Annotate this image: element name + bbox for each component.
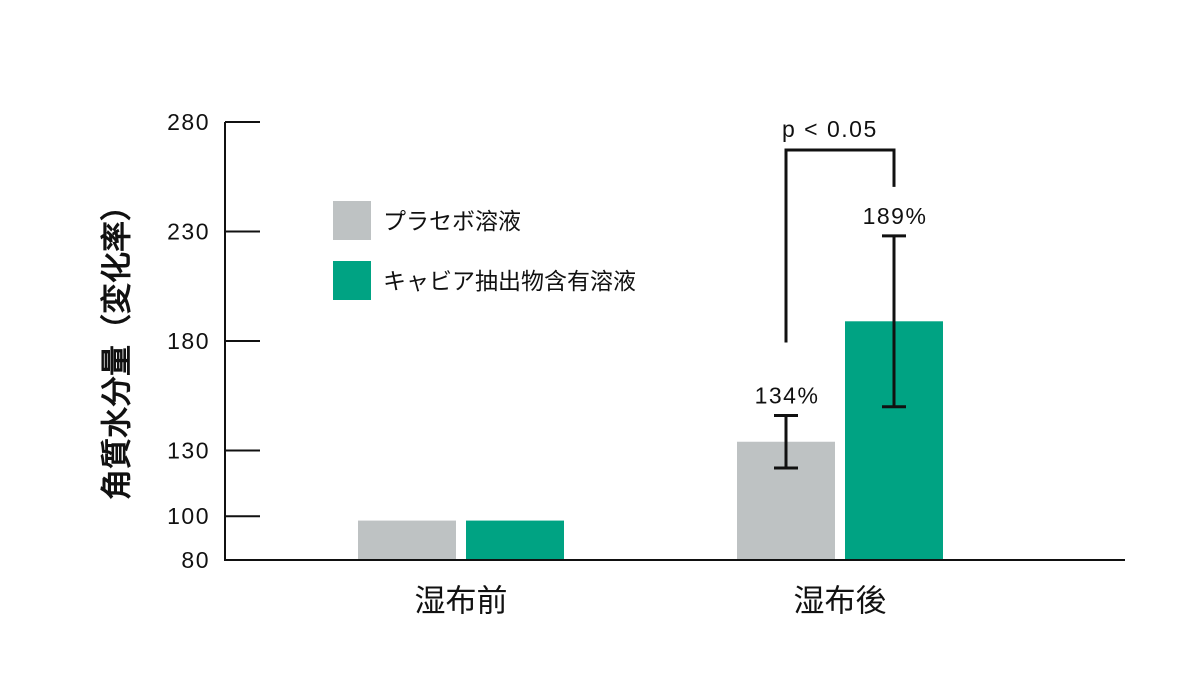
legend: プラセボ溶液 キャビア抽出物含有溶液 — [333, 201, 636, 300]
x-category-label-after: 湿布後 — [794, 584, 887, 619]
significance-bracket — [784, 148, 896, 343]
y-axis-label: 角質水分量（変化率） — [100, 190, 135, 500]
y-tick-label: 230 — [167, 219, 210, 245]
data-label-placebo-after: 134% — [755, 382, 820, 408]
x-category-label-before: 湿布前 — [415, 584, 508, 619]
error-bar-caviar-extract-after — [882, 234, 906, 409]
y-ticks-group: 80 100 130 180 230 280 — [167, 109, 260, 573]
legend-label-placebo: プラセボ溶液 — [383, 208, 521, 234]
legend-item-placebo: プラセボ溶液 — [333, 201, 521, 240]
data-label-caviar-extract-after: 189% — [863, 203, 928, 229]
bar-caviar-extract-before — [466, 520, 564, 560]
p-value-label: p < 0.05 — [782, 116, 878, 142]
legend-label-caviar-extract: キャビア抽出物含有溶液 — [383, 268, 636, 294]
y-tick-label: 280 — [167, 109, 210, 135]
significance-annotations: p < 0.05 — [782, 116, 896, 343]
y-tick-label: 80 — [181, 547, 210, 573]
y-tick-label: 100 — [167, 503, 210, 529]
x-category-labels: 湿布前 湿布後 — [415, 584, 887, 619]
error-bars-group — [774, 234, 906, 470]
error-bar-placebo-after — [774, 413, 798, 470]
y-tick-label: 130 — [167, 438, 210, 464]
legend-swatch-caviar-extract — [333, 261, 371, 300]
legend-item-caviar-extract: キャビア抽出物含有溶液 — [333, 261, 636, 300]
bars-group — [358, 321, 943, 560]
y-tick-label: 180 — [167, 328, 210, 354]
legend-swatch-placebo — [333, 201, 371, 240]
data-labels-group: 134% 189% — [755, 203, 928, 409]
bar-placebo-before — [358, 520, 456, 560]
